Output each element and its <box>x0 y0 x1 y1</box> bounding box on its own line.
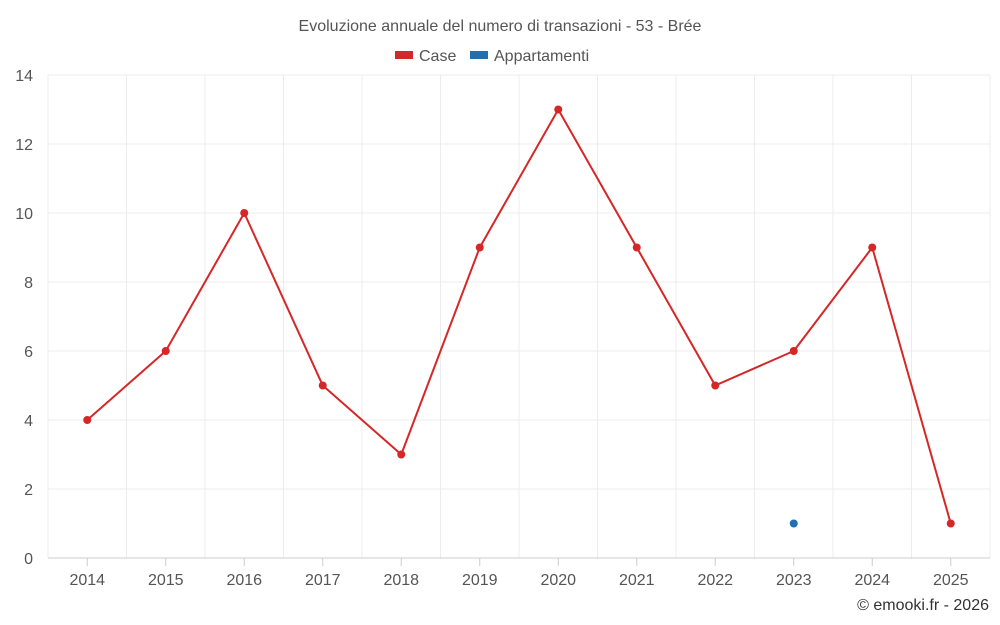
data-point-case <box>161 347 170 355</box>
y-tick-label: 12 <box>15 137 33 154</box>
x-tick-label: 2019 <box>462 572 498 589</box>
data-point-case <box>868 243 877 252</box>
data-point-case <box>554 105 563 114</box>
data-point-case <box>240 209 249 217</box>
x-tick-label: 2016 <box>226 572 262 589</box>
data-point-case <box>711 381 720 390</box>
x-tick-label: 2021 <box>619 572 655 589</box>
x-tick-label: 2025 <box>933 572 969 589</box>
y-tick-label: 8 <box>24 275 33 292</box>
legend-swatch-appartamenti <box>470 51 488 59</box>
y-tick-label: 0 <box>24 551 33 568</box>
x-tick-label: 2017 <box>305 572 341 589</box>
legend-label-case: Case <box>419 48 456 65</box>
series-layer <box>83 105 955 528</box>
data-point-case <box>632 243 641 252</box>
data-point-case <box>397 450 406 459</box>
y-tick-label: 10 <box>15 206 33 223</box>
grid <box>47 74 991 558</box>
x-tick-label: 2023 <box>776 572 812 589</box>
x-tick-label: 2024 <box>854 572 890 589</box>
data-point-case <box>789 347 798 355</box>
y-tick-label: 4 <box>24 413 33 430</box>
data-point-case <box>318 381 327 390</box>
data-point-case <box>83 416 92 424</box>
data-point-appartamenti <box>789 519 798 528</box>
legend-label-appartamenti: Appartamenti <box>494 48 589 65</box>
legend: Case Appartamenti <box>395 48 589 65</box>
x-tick-label: 2018 <box>383 572 419 589</box>
y-tick-label: 14 <box>15 68 33 85</box>
x-tick-label: 2020 <box>540 572 576 589</box>
chart-title: Evoluzione annuale del numero di transaz… <box>299 18 702 35</box>
data-point-case <box>946 519 955 528</box>
credit-text: © emooki.fr - 2026 <box>857 597 989 614</box>
legend-swatch-case <box>395 51 413 59</box>
axes: 0 2 4 6 8 10 12 14 2014 2015 2016 2017 2018 2019 2020 2… <box>15 68 990 589</box>
x-tick-label: 2014 <box>69 572 105 589</box>
x-tick-label: 2022 <box>697 572 733 589</box>
data-point-case <box>475 243 484 252</box>
series-line-case <box>86 108 952 524</box>
x-tick-label: 2015 <box>148 572 184 589</box>
y-tick-label: 6 <box>24 344 33 361</box>
y-tick-label: 2 <box>24 482 33 499</box>
